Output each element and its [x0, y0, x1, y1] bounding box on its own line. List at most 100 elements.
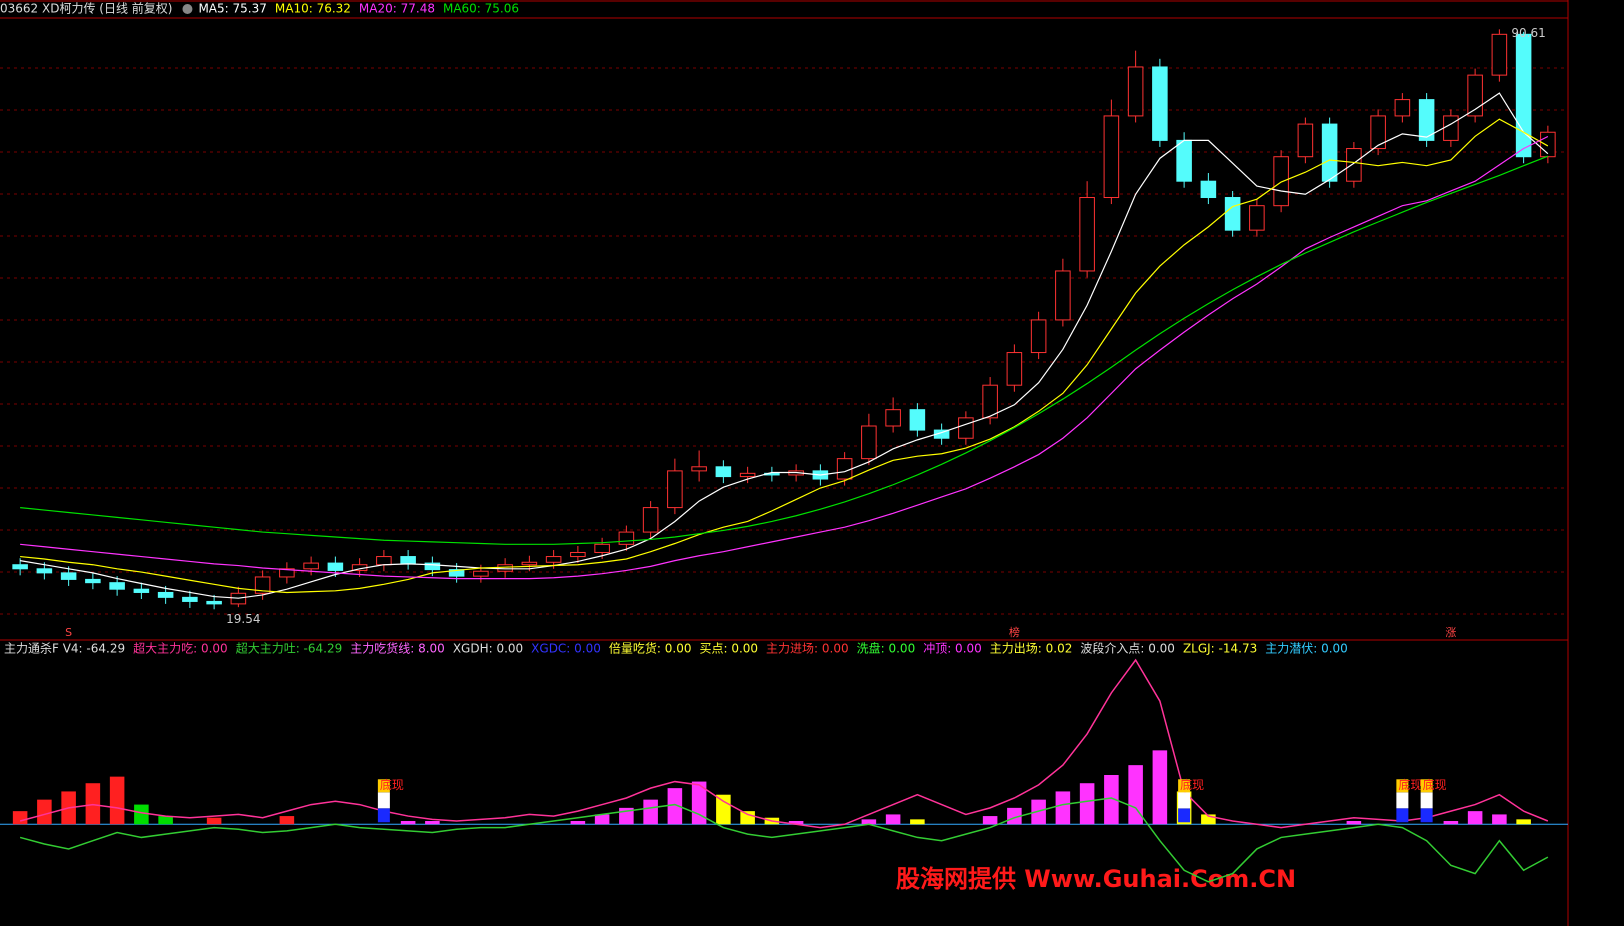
candle-body	[1152, 66, 1168, 141]
signal-label: 底现	[1423, 777, 1447, 792]
indicator-bar	[400, 821, 416, 825]
candle-body	[1346, 148, 1362, 182]
indicator-bar	[1492, 814, 1507, 825]
signal-label: 底现	[380, 777, 404, 792]
candle-body	[1394, 99, 1411, 117]
indicator-legend: 主力通杀F V4: -64.29	[4, 641, 125, 656]
indicator-bar	[85, 783, 101, 825]
indicator-bar	[1152, 750, 1168, 825]
indicator-bar	[1079, 783, 1095, 825]
indicator-bar	[1007, 807, 1022, 825]
candle-body	[982, 384, 998, 419]
candle-body	[206, 600, 222, 605]
legend-entry: MA5: 75.37	[198, 2, 266, 16]
signal-block	[1178, 792, 1191, 809]
indicator-bar	[425, 821, 440, 825]
indicator-bar	[982, 816, 998, 825]
candle-body	[1297, 123, 1314, 158]
signal-marker: 涨	[1445, 626, 1456, 639]
signal-block	[1420, 792, 1433, 809]
candle-body	[1418, 99, 1435, 141]
indicator-line	[19, 658, 1549, 829]
candle-body	[521, 561, 538, 566]
candle-body	[1443, 115, 1459, 141]
indicator-bar	[134, 804, 149, 825]
candle-body	[1006, 352, 1023, 386]
indicator-legend: 主力潜伏: 0.00	[1265, 642, 1348, 656]
candle-body	[545, 556, 562, 563]
candle-body	[327, 562, 344, 571]
candle-body	[836, 458, 853, 480]
signal-block	[1420, 779, 1433, 793]
candle-body	[376, 556, 392, 566]
indicator-bar	[716, 794, 731, 825]
signal-marker: S	[65, 626, 72, 639]
candle-body	[448, 569, 465, 577]
indicator-legend: 超大主力吃: 0.00	[133, 641, 228, 656]
indicator-bar	[788, 821, 804, 825]
price-annotation: 19.54	[226, 612, 260, 626]
candle-body	[1103, 115, 1120, 199]
candle-body	[1079, 197, 1095, 272]
legend-entry: MA60: 75.06	[443, 2, 519, 16]
candle-body	[861, 425, 877, 460]
indicator-bar	[740, 811, 755, 825]
candle-body	[1370, 115, 1386, 150]
ma-line	[20, 135, 1549, 580]
indicator-bar	[861, 819, 877, 825]
signal-block	[1396, 792, 1409, 809]
indicator-bar	[279, 816, 295, 825]
signal-block	[377, 779, 390, 793]
indicator-bar	[1104, 775, 1119, 825]
candle-body	[715, 466, 732, 478]
candle-body	[1321, 123, 1338, 182]
candle-body	[1249, 205, 1265, 231]
indicator-legend: 洗盘: 0.00	[857, 641, 916, 656]
signal-block	[1396, 779, 1409, 793]
candle-body	[1224, 197, 1241, 231]
indicator-bar	[1516, 819, 1531, 825]
indicator-bar	[885, 814, 901, 825]
indicator-bar	[158, 816, 173, 825]
candle-body	[60, 572, 77, 580]
indicator-legend: 主力进场: 0.00	[766, 642, 849, 656]
ma-line	[20, 118, 1549, 594]
grid	[0, 67, 1568, 615]
indicator-legend: XGDH: 0.00	[453, 642, 523, 656]
candle-body	[424, 562, 441, 571]
candle-body	[594, 543, 610, 553]
chart-title: 03662 XD柯力传 (日线 前复权)	[0, 1, 172, 16]
candle-body	[739, 472, 756, 478]
candle-body	[1491, 33, 1508, 76]
indicator-legend: 主力吃货线: 8.00	[350, 641, 445, 656]
indicator-legend: XGDC: 0.00	[531, 642, 601, 656]
candle-body	[133, 588, 150, 593]
candle-body	[1515, 33, 1532, 158]
indicator-bar	[643, 799, 658, 825]
candle-body	[885, 409, 901, 427]
indicator-bar	[109, 776, 125, 825]
signal-block	[377, 792, 390, 809]
candle-body	[1176, 139, 1192, 182]
signal-block	[377, 808, 390, 823]
indicator-bar	[12, 811, 28, 825]
signal-label: 底现	[1398, 777, 1422, 792]
indicator-bar	[1201, 814, 1216, 825]
candle-body	[497, 564, 513, 572]
candle-body	[473, 570, 489, 577]
candle-body	[570, 551, 586, 558]
candle-body	[279, 568, 295, 578]
candle-body	[254, 576, 271, 594]
indicator-legend: 主力出场: 0.02	[990, 642, 1073, 656]
candle-body	[909, 409, 926, 431]
candle-body	[1200, 180, 1217, 199]
candle-body	[958, 417, 974, 439]
candle-body	[1030, 319, 1047, 354]
indicator-bar	[1346, 821, 1362, 825]
candle-body	[157, 591, 174, 598]
indicator-bar	[570, 821, 586, 825]
legend-entry: MA10: 76.32	[275, 2, 351, 16]
candle-body	[1467, 74, 1483, 117]
price-annotation: 90.61	[1511, 26, 1545, 40]
